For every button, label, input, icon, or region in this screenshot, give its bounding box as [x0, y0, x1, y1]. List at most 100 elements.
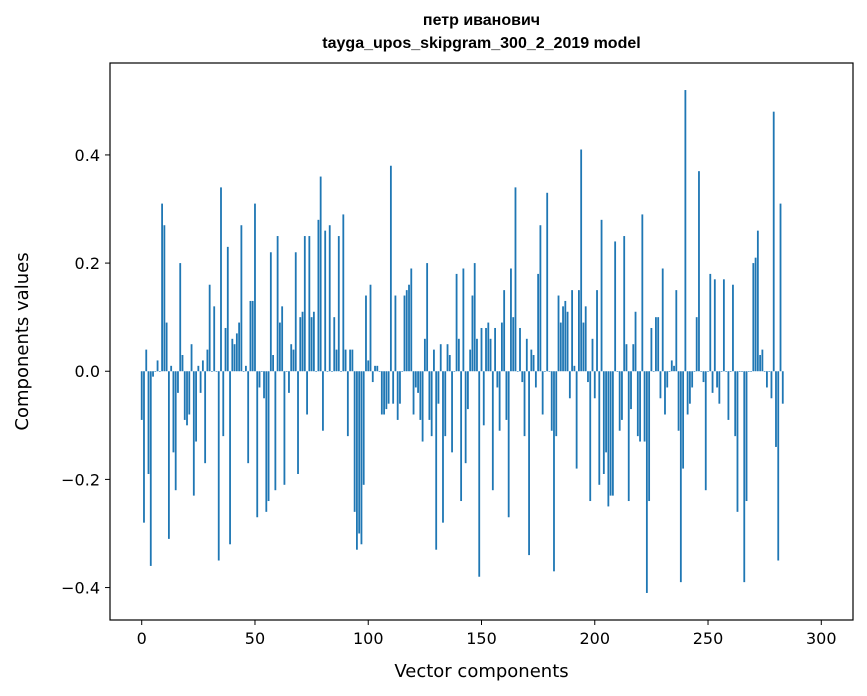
bar-12 [167, 371, 170, 539]
bar-179 [546, 192, 549, 372]
bar-22 [190, 344, 193, 372]
bar-127 [428, 371, 431, 420]
bar-247 [700, 371, 703, 372]
bar-207 [609, 371, 612, 496]
y-tick-label: −0.4 [61, 579, 100, 598]
bar-202 [598, 371, 601, 485]
bar-75 [310, 317, 313, 372]
bar-29 [206, 349, 209, 372]
bar-251 [709, 273, 712, 372]
bar-38 [226, 246, 229, 372]
bar-112 [394, 295, 397, 372]
bar-15 [174, 371, 177, 491]
bar-74 [308, 236, 311, 372]
bar-241 [686, 371, 689, 415]
bar-0 [140, 371, 143, 420]
bar-225 [650, 327, 653, 372]
bar-51 [256, 371, 259, 518]
bar-162 [507, 371, 510, 518]
bar-1 [143, 371, 145, 523]
bar-264 [738, 371, 741, 372]
bar-176 [539, 225, 542, 372]
bar-146 [471, 295, 474, 372]
bar-252 [711, 371, 714, 393]
bar-89 [342, 214, 345, 372]
x-tick-label: 50 [245, 629, 265, 648]
bar-211 [618, 371, 621, 431]
bar-198 [589, 371, 592, 502]
bar-281 [777, 371, 780, 561]
x-axis-ticks: 0 50 100 150 200 250 300 [137, 620, 837, 648]
bar-145 [469, 349, 472, 372]
bar-130 [435, 371, 438, 550]
bar-9 [161, 203, 163, 372]
bar-239 [682, 371, 685, 469]
bar-73 [306, 371, 308, 415]
bar-210 [616, 371, 619, 372]
bar-97 [360, 371, 363, 545]
bar-54 [263, 371, 265, 399]
x-tick-label: 250 [693, 629, 724, 648]
bar-186 [562, 306, 564, 372]
bar-83 [328, 225, 331, 372]
bar-256 [720, 371, 723, 372]
bar-226 [652, 371, 655, 372]
bar-119 [410, 268, 413, 372]
bar-273 [759, 355, 762, 372]
bar-66 [290, 344, 293, 372]
bar-209 [614, 241, 617, 372]
bar-67 [292, 349, 295, 372]
bar-4 [149, 371, 152, 566]
bar-283 [781, 371, 784, 404]
bar-149 [478, 371, 481, 577]
bar-132 [439, 344, 442, 372]
bar-260 [729, 371, 732, 372]
bar-20 [186, 371, 188, 426]
bar-274 [761, 349, 764, 372]
bar-255 [718, 371, 721, 404]
bar-147 [473, 263, 476, 372]
bar-144 [467, 371, 469, 410]
bar-78 [317, 219, 320, 372]
bar-48 [249, 300, 252, 372]
x-tick-label: 200 [579, 629, 610, 648]
bar-183 [555, 371, 558, 437]
bar-84 [331, 371, 333, 372]
bar-148 [476, 338, 478, 372]
bar-258 [725, 371, 728, 372]
bar-56 [267, 371, 270, 502]
y-tick-label: 0.4 [75, 146, 100, 165]
bar-39 [229, 371, 231, 545]
bar-102 [371, 371, 374, 383]
bar-231 [664, 371, 666, 415]
bar-33 [215, 371, 218, 372]
bar-30 [208, 284, 211, 372]
bar-71 [301, 311, 304, 372]
bar-168 [521, 371, 524, 383]
bar-69 [297, 371, 299, 474]
bar-238 [679, 371, 682, 583]
bar-86 [335, 349, 338, 372]
bar-13 [170, 365, 173, 372]
bar-138 [453, 371, 456, 372]
bar-156 [494, 327, 496, 372]
bar-221 [641, 214, 644, 372]
bar-276 [766, 371, 768, 388]
bar-105 [378, 371, 381, 372]
bar-137 [451, 371, 453, 453]
bar-229 [659, 371, 662, 399]
bar-17 [179, 263, 182, 372]
bar-81 [324, 230, 327, 372]
bar-201 [596, 290, 598, 372]
y-axis-ticks: −0.4 −0.2 0.0 0.2 0.4 [61, 146, 110, 598]
bar-85 [333, 317, 336, 372]
bar-279 [772, 111, 775, 372]
bar-167 [519, 327, 521, 372]
bar-82 [326, 371, 329, 372]
bar-123 [419, 371, 422, 420]
bar-109 [387, 371, 390, 404]
bar-23 [192, 371, 195, 496]
bar-57 [269, 252, 272, 372]
bar-106 [380, 371, 383, 415]
